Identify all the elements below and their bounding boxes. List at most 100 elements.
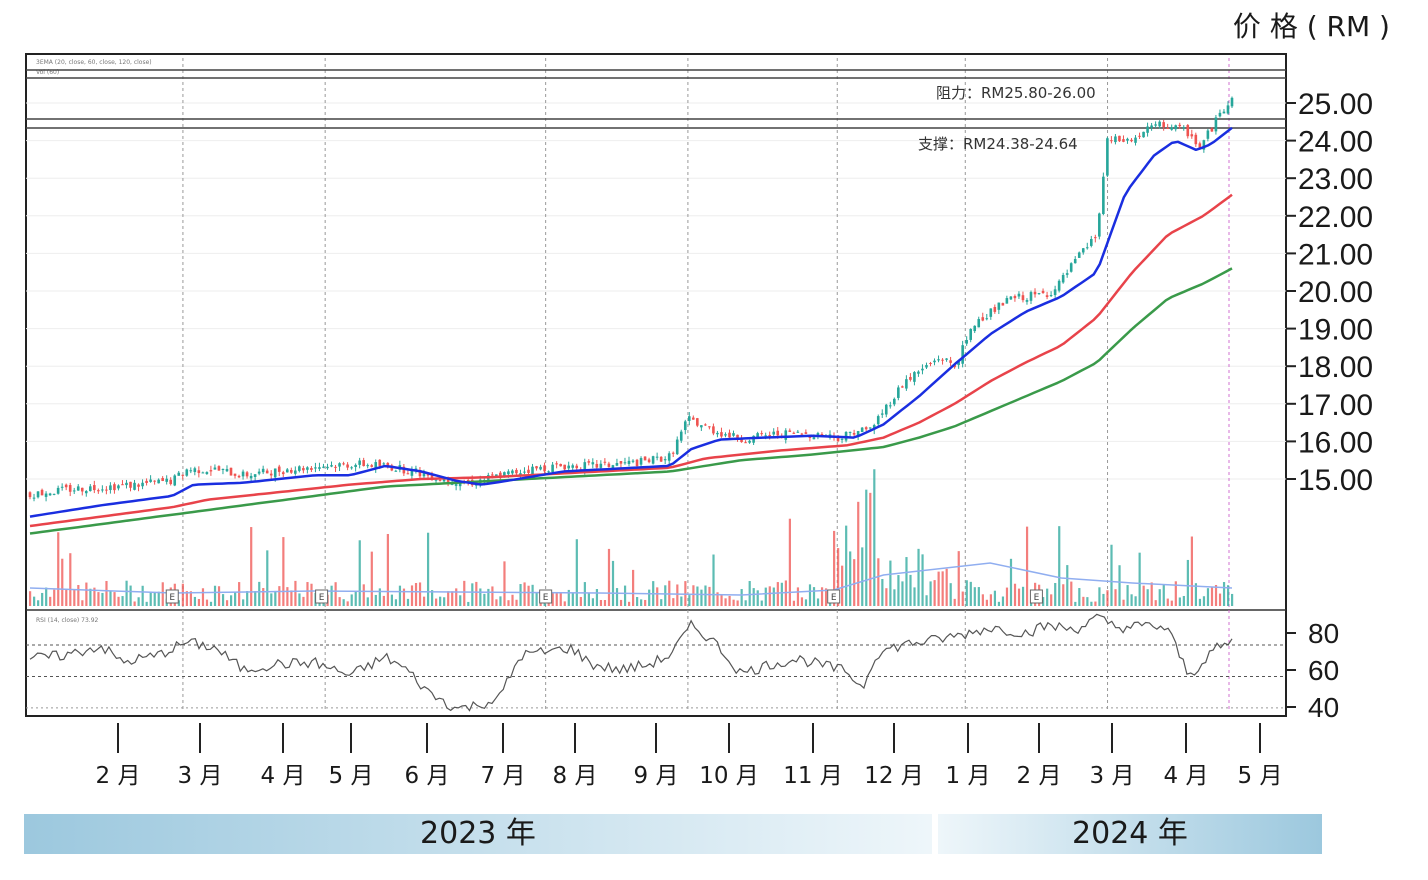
- volume-bar: [298, 593, 301, 606]
- candle-body: [1154, 124, 1157, 126]
- candle-body: [764, 435, 767, 437]
- candle-body: [1190, 134, 1194, 137]
- candle-body: [265, 470, 269, 474]
- volume-bar: [238, 582, 241, 606]
- volume-bar: [1154, 600, 1157, 606]
- candle-body: [117, 485, 120, 489]
- earnings-marker-label: E: [1034, 593, 1040, 603]
- volume-bar: [334, 582, 337, 606]
- candle-body: [876, 416, 880, 425]
- candle-body: [784, 430, 788, 440]
- volume-bar: [1206, 588, 1210, 606]
- volume-bar: [1222, 582, 1226, 606]
- candle-body: [261, 468, 265, 473]
- volume-bar: [117, 596, 120, 606]
- volume-bar: [302, 596, 305, 606]
- volume-bar: [519, 584, 522, 606]
- candle-body: [816, 433, 820, 435]
- volume-bar: [583, 582, 586, 606]
- candle-body: [1037, 293, 1041, 295]
- volume-bar: [953, 598, 956, 606]
- support-resistance-lines: [26, 69, 1286, 129]
- volume-ma-line: [29, 562, 1233, 596]
- candle-body: [298, 466, 301, 471]
- ema60-line: [29, 193, 1233, 528]
- volume-bar: [1090, 601, 1093, 606]
- volume-bar: [744, 600, 747, 606]
- volume-bar: [153, 591, 156, 606]
- volume-bar: [676, 584, 679, 606]
- candle-body: [1098, 213, 1101, 237]
- candle-body: [1025, 300, 1029, 302]
- volume-bar: [57, 532, 60, 606]
- ema-legend: 3EMA (20, close, 60, close, 120, close): [36, 59, 152, 66]
- rsi-tick-label: 80: [1308, 618, 1339, 649]
- volume-bar: [611, 560, 615, 606]
- volume-bar: [575, 539, 578, 606]
- volume-bar: [161, 582, 164, 606]
- candle-body: [153, 480, 156, 482]
- candle-body: [366, 465, 369, 467]
- volume-bar: [97, 592, 100, 606]
- candle-body: [599, 463, 603, 468]
- candle-body: [197, 470, 201, 474]
- volume-bar: [483, 593, 486, 606]
- month-label: 2 月: [1017, 763, 1062, 789]
- candle-body: [961, 345, 964, 364]
- candle-body: [314, 467, 317, 469]
- volume-bar: [615, 588, 619, 606]
- candle-body: [527, 469, 530, 473]
- candle-body: [567, 465, 570, 469]
- volume-bar: [985, 599, 988, 606]
- volume-bar: [820, 587, 824, 606]
- volume-bar: [969, 581, 972, 606]
- candle-body: [454, 484, 458, 486]
- candle-body: [804, 432, 808, 434]
- candle-body: [667, 453, 671, 461]
- candle-body: [539, 466, 542, 470]
- volume-bar: [217, 586, 221, 606]
- volume-bar: [426, 532, 430, 606]
- candle-body: [716, 432, 719, 435]
- volume-bar: [688, 595, 691, 606]
- candle-body: [740, 438, 743, 443]
- month-label: 4 月: [1164, 763, 1209, 789]
- candle-body: [1118, 135, 1121, 142]
- volume-bar: [1210, 587, 1214, 606]
- volume-bar: [33, 596, 36, 606]
- volume-bar: [406, 598, 410, 606]
- volume-bar: [1046, 588, 1049, 606]
- rsi-tick-labels: 80 60 40: [1286, 618, 1339, 723]
- ema-lines: [29, 126, 1233, 535]
- volume-bar: [736, 600, 739, 606]
- candle-body: [752, 435, 755, 443]
- volume-bar: [644, 599, 647, 606]
- candle-body: [56, 487, 60, 494]
- candle-body: [36, 491, 40, 498]
- volume-bar: [358, 540, 361, 606]
- volume-bar: [965, 580, 968, 606]
- candle-body: [374, 462, 378, 469]
- volume-bar: [386, 533, 389, 606]
- volume-bar: [833, 530, 836, 606]
- month-label: 9 月: [634, 763, 679, 789]
- volume-bar: [595, 589, 599, 606]
- volume-bar: [853, 559, 856, 606]
- candle-body: [884, 404, 888, 415]
- volume-bar: [310, 583, 313, 606]
- candle-body: [1218, 112, 1222, 117]
- earnings-marker-label: E: [169, 593, 175, 603]
- candle-body: [864, 427, 868, 430]
- volume-bar: [893, 589, 896, 606]
- volume-bar: [53, 589, 56, 606]
- candle-body: [1150, 125, 1153, 128]
- candle-body: [937, 359, 940, 361]
- year-band-2023: 2023 年: [24, 814, 932, 854]
- volume-bar: [435, 598, 438, 606]
- volume-bar: [370, 551, 373, 606]
- volume-bar: [921, 554, 924, 606]
- volume-bar: [1218, 593, 1222, 606]
- volume-bar: [410, 585, 414, 606]
- volume-bar: [973, 587, 976, 606]
- volume-bar: [1009, 558, 1013, 606]
